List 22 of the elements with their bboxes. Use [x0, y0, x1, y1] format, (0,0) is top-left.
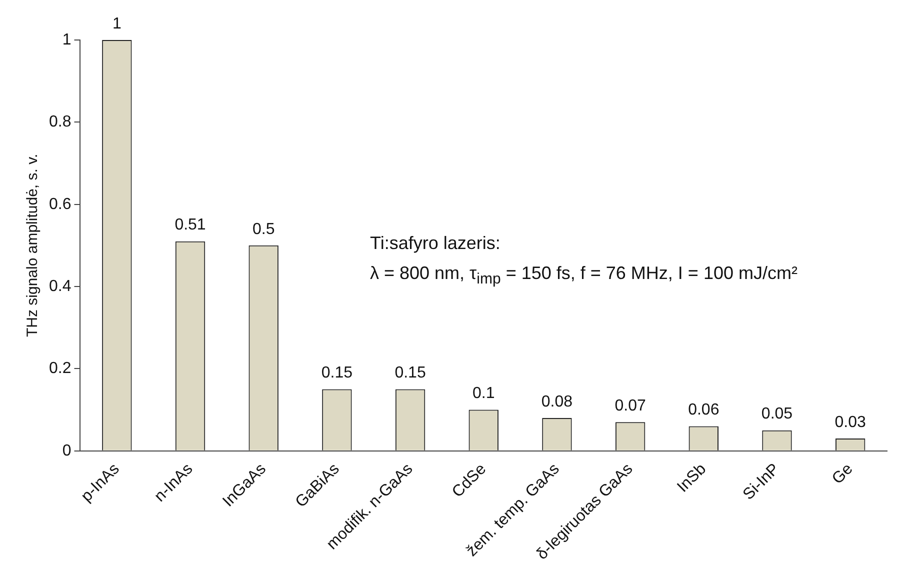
y-tick-label: 0.2 [48, 360, 72, 378]
x-tick-label: InSb [674, 460, 710, 496]
x-tick-label: Ge [829, 460, 856, 488]
y-tick-label: 0.6 [48, 196, 72, 213]
data-label: 0.06 [688, 402, 720, 419]
data-label: 0.5 [252, 220, 275, 238]
annotation: λ = 800 nm, τ$_{imp}$ = 150 fs, f = 76 MHz, I = 100 mJ/cm² [370, 262, 798, 290]
annotation: Ti:safyro lazeris: [370, 232, 502, 255]
data-label: 0.03 [834, 414, 866, 431]
y-tick-label: 0 [62, 442, 72, 460]
data-label: 0.05 [761, 406, 793, 423]
data-label: 1 [112, 15, 122, 32]
data-label: 0.51 [174, 216, 206, 234]
data-label: 0.08 [541, 393, 573, 410]
data-label: 0.1 [472, 385, 495, 402]
y-tick-label: 1 [62, 31, 72, 48]
y-axis-title: THz signalo amplitudė, s. v. [24, 154, 42, 337]
data-label: 0.15 [394, 364, 426, 382]
y-tick-label: 0.8 [48, 114, 72, 131]
data-label: 0.15 [321, 364, 353, 382]
y-tick-label: 0.4 [48, 278, 72, 295]
data-label: 0.07 [614, 398, 646, 415]
